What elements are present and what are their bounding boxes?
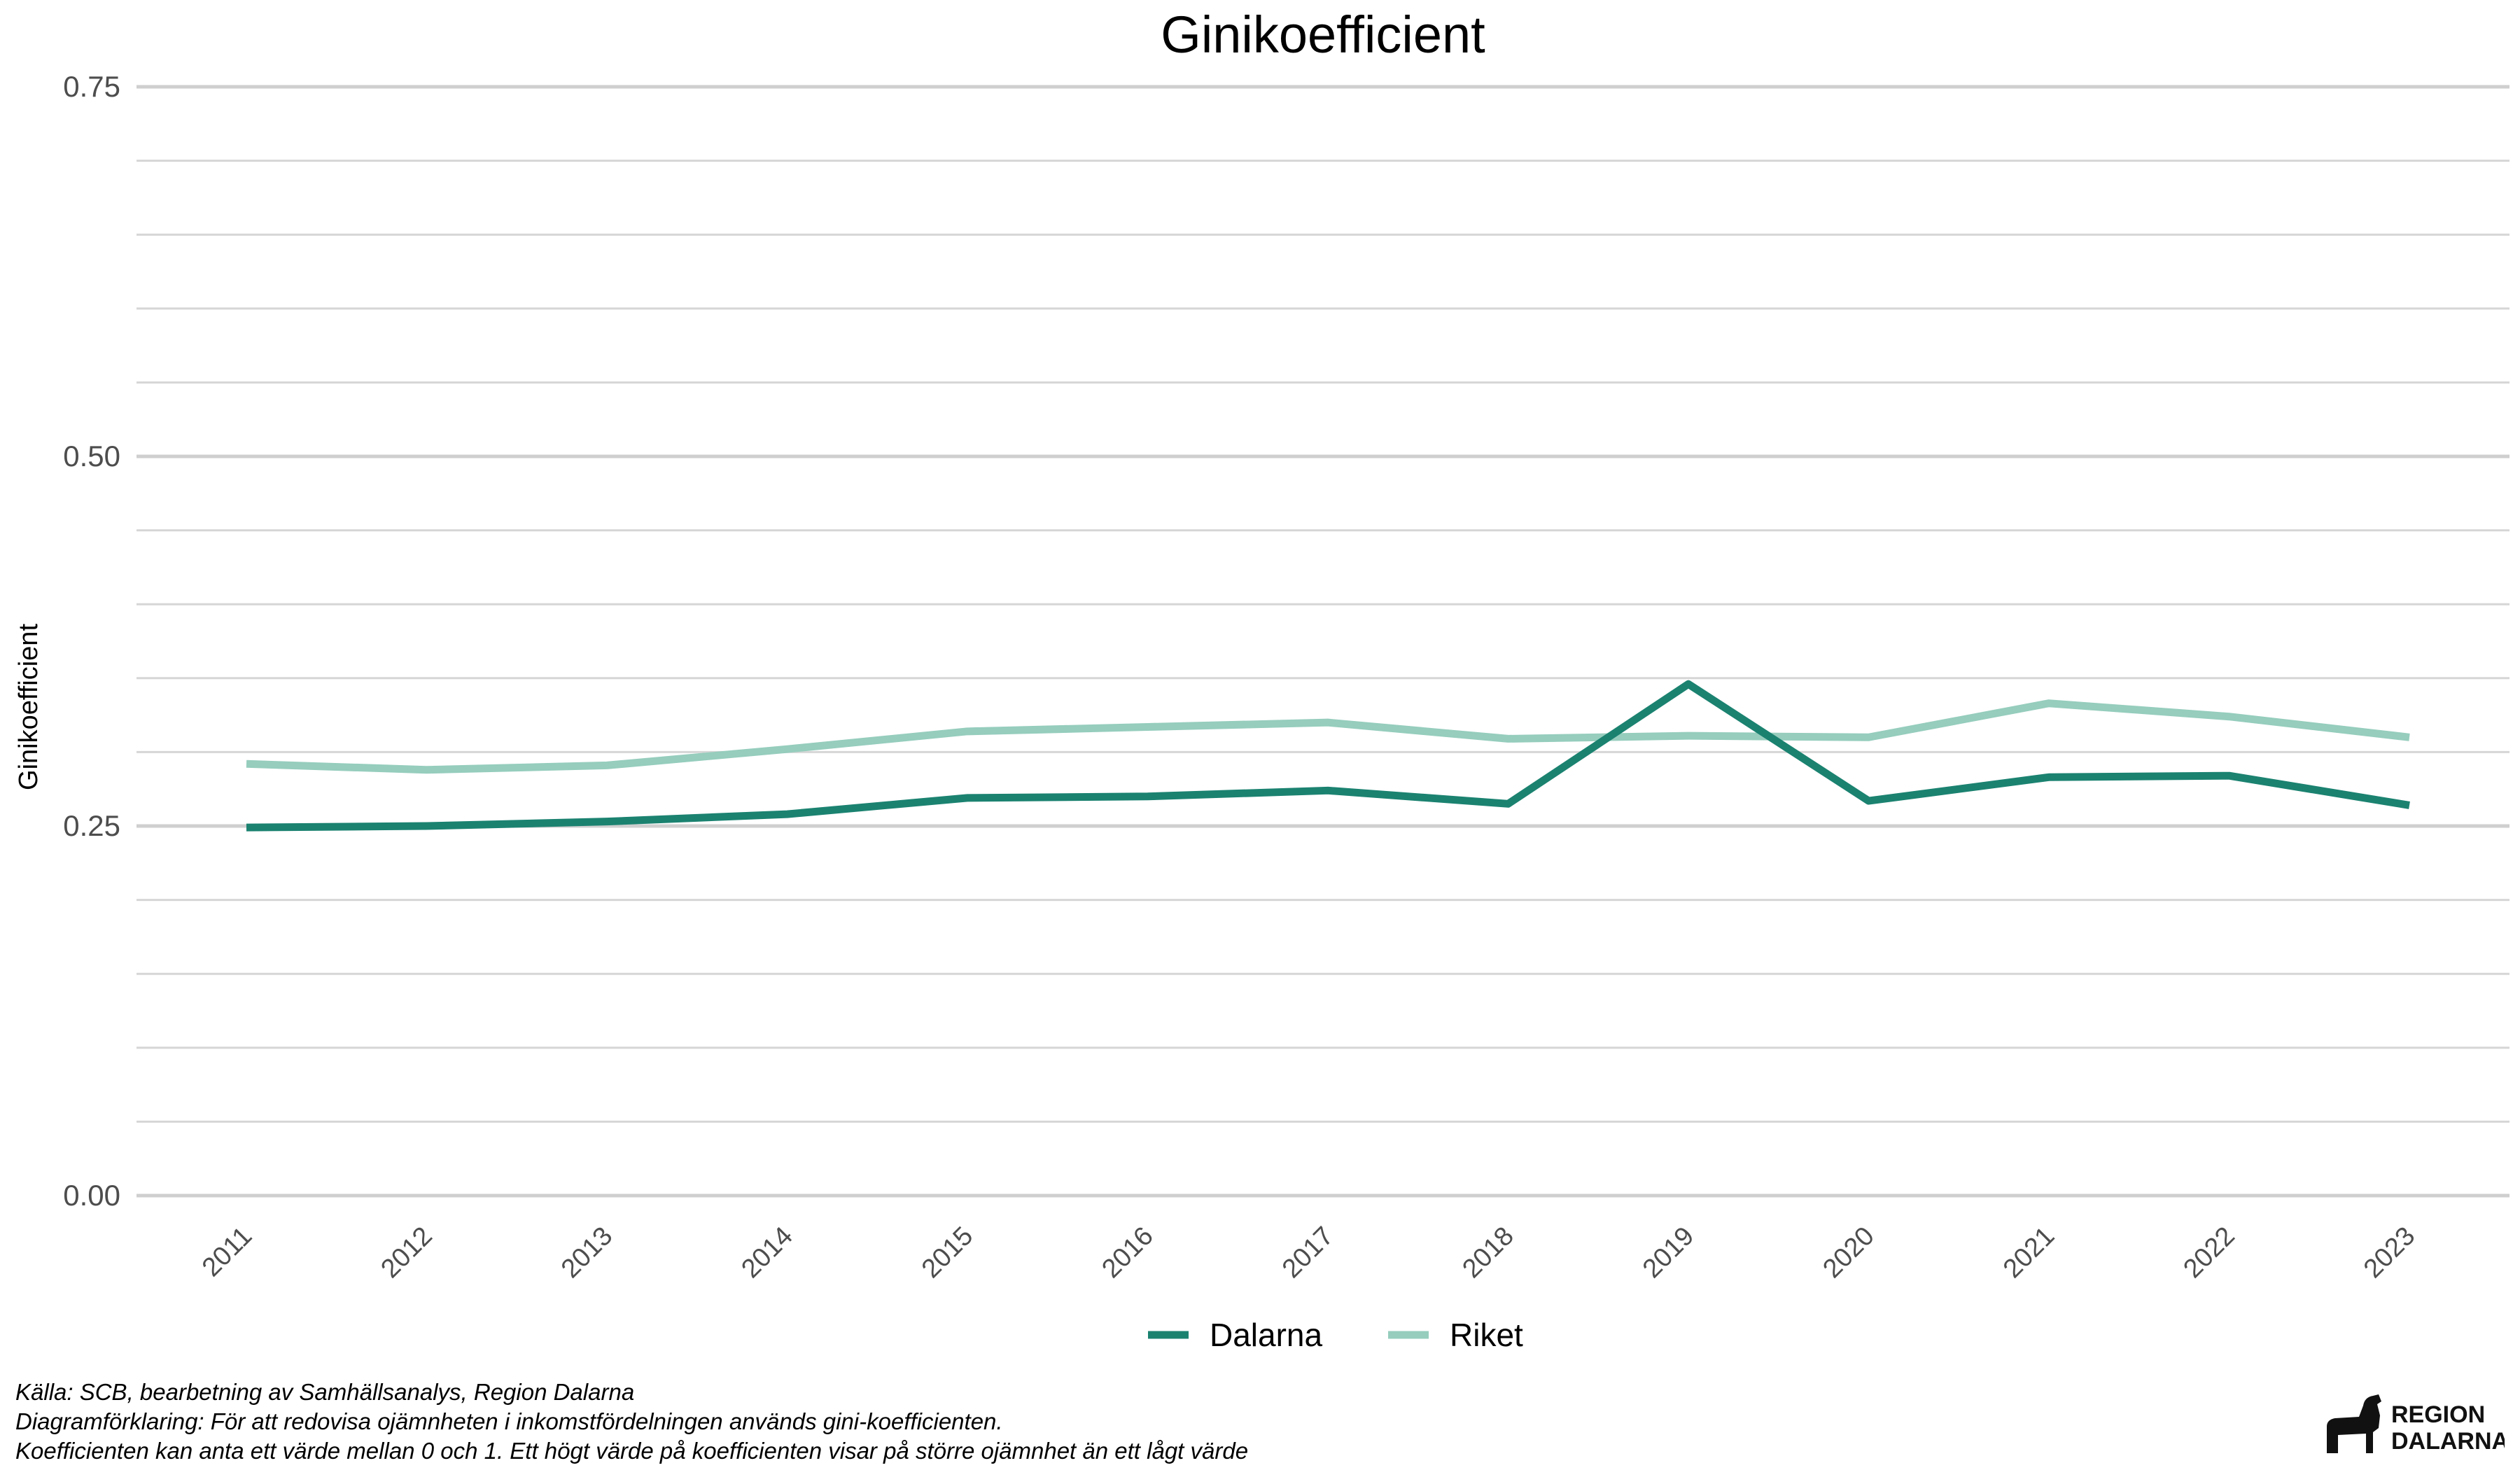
- y-tick-labels: 0.00 0.25 0.50 0.75: [63, 70, 120, 1212]
- x-tick-label: 2023: [2358, 1222, 2421, 1284]
- explanation-caption: Diagramförklaring: För att redovisa ojäm…: [15, 1408, 1003, 1434]
- x-tick-label: 2020: [1817, 1222, 1879, 1284]
- series-line-riket: [246, 699, 2410, 774]
- legend-label-riket: Riket: [1450, 1317, 1523, 1353]
- legend: Dalarna Riket: [1148, 1317, 1523, 1353]
- y-axis-label: Ginikoefficient: [14, 624, 43, 790]
- source-caption: Källa: SCB, bearbetning av Samhällsanaly…: [15, 1379, 635, 1405]
- grid-lines: [136, 85, 2510, 1198]
- x-tick-label: 2011: [197, 1222, 258, 1282]
- logo-text-region: REGION: [2391, 1401, 2485, 1428]
- x-tick-label: 2019: [1637, 1222, 1700, 1284]
- region-dalarna-logo: REGION DALARNA: [2327, 1394, 2505, 1455]
- x-tick-label: 2016: [1096, 1222, 1158, 1284]
- x-tick-label: 2015: [916, 1222, 979, 1284]
- x-tick-labels: 2011 2012 2013 2014 2015 2016 2017 2018 2019 2020…: [197, 1222, 2421, 1284]
- x-tick-label: 2017: [1277, 1222, 1339, 1284]
- chart-title: Ginikoefficient: [1161, 6, 1485, 64]
- x-tick-label: 2022: [2178, 1222, 2240, 1284]
- x-tick-label: 2012: [375, 1222, 438, 1284]
- explanation-caption-2: Koefficienten kan anta ett värde mellan …: [15, 1438, 1249, 1464]
- x-tick-label: 2021: [1998, 1222, 2060, 1284]
- legend-label-dalarna: Dalarna: [1210, 1317, 1323, 1353]
- y-tick-label: 0.00: [63, 1179, 120, 1212]
- x-tick-label: 2013: [556, 1222, 618, 1284]
- dala-horse-icon: [2327, 1394, 2381, 1453]
- x-tick-label: 2018: [1457, 1222, 1519, 1284]
- logo-text-dalarna: DALARNA: [2391, 1428, 2505, 1455]
- y-tick-label: 0.25: [63, 809, 120, 842]
- series-line-dalarna: [246, 680, 2410, 832]
- x-tick-label: 2014: [736, 1222, 798, 1284]
- y-tick-label: 0.50: [63, 440, 120, 472]
- y-tick-label: 0.75: [63, 70, 120, 103]
- series-lines: [246, 680, 2410, 832]
